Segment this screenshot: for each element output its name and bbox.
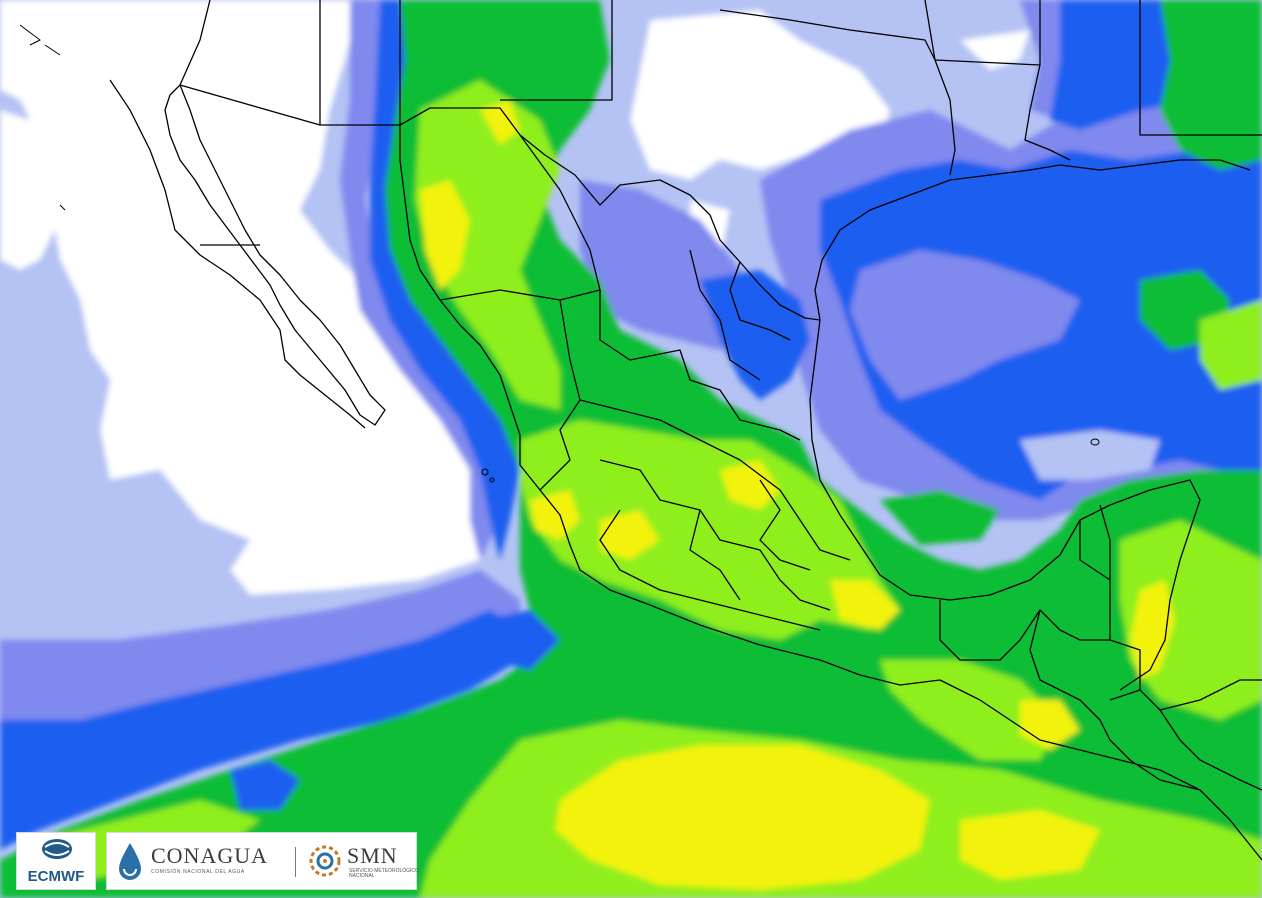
blue-pacific-band bbox=[0, 610, 520, 850]
gulf-coast bbox=[809, 319, 1201, 691]
yellow-central-1 bbox=[530, 490, 580, 540]
ecmwf-label: ECMWF bbox=[27, 868, 85, 885]
smn-label: SMN bbox=[347, 843, 398, 868]
baja-coast bbox=[164, 84, 386, 426]
pacific-coast-mainland bbox=[399, 125, 1262, 861]
us-mexico-border bbox=[179, 84, 821, 321]
white-region-north bbox=[960, 30, 1030, 70]
ecmwf-emblem-icon bbox=[42, 839, 72, 859]
blue-gulf-inner-lavender bbox=[850, 250, 1080, 400]
lightgreen-sierra-west bbox=[415, 80, 560, 410]
blue-northeast-mexico bbox=[700, 270, 810, 400]
island-revillagigedo-2 bbox=[489, 477, 495, 483]
yellow-east-coast bbox=[830, 580, 900, 630]
yellow-central-2 bbox=[600, 510, 660, 560]
lightgreen-caribbean bbox=[1200, 300, 1262, 390]
smn-emblem-icon bbox=[309, 845, 341, 877]
yellow-central-3 bbox=[720, 460, 780, 510]
texas-coast bbox=[814, 159, 1251, 321]
us-state-lines bbox=[179, 0, 1262, 176]
ecmwf-logo: ECMWF bbox=[16, 832, 96, 890]
logo-divider bbox=[295, 847, 296, 877]
white-region-pacific bbox=[0, 0, 500, 595]
island-gulf bbox=[1090, 438, 1100, 446]
conagua-drop-icon bbox=[119, 843, 141, 880]
blue-island-2 bbox=[480, 610, 560, 670]
smn-subtitle: SERVICIO METEOROLÓGICO NACIONAL bbox=[349, 868, 419, 879]
white-region-texas bbox=[630, 10, 890, 180]
blue-gulf-pale-patch bbox=[1020, 430, 1160, 480]
yellow-pacific-south-big bbox=[555, 745, 930, 890]
white-region-west-open bbox=[0, 110, 60, 270]
conagua-label: CONAGUA bbox=[151, 843, 268, 868]
boundaries bbox=[109, 0, 1262, 861]
central-america-borders bbox=[1109, 639, 1262, 791]
mexico-state-lines bbox=[200, 134, 1262, 791]
green-gulf-patch-2 bbox=[880, 490, 1000, 545]
yellow-pacific-south-east bbox=[960, 810, 1100, 880]
yellow-belize bbox=[1130, 580, 1175, 680]
yellow-guatemala bbox=[1020, 700, 1080, 750]
blue-west-mexico-band bbox=[370, 0, 520, 560]
yellow-sierra-north-2 bbox=[480, 100, 520, 145]
conagua-smn-logo: CONAGUA COMISIÓN NACIONAL DEL AGUA SMN S… bbox=[106, 832, 419, 890]
lightgreen-isthmus bbox=[880, 660, 1060, 760]
blue-island-1 bbox=[230, 760, 300, 810]
islands bbox=[19, 24, 1100, 483]
island-revillagigedo bbox=[481, 468, 489, 476]
lightgreen-central-mexico bbox=[520, 420, 900, 640]
yellow-sierra-north bbox=[420, 180, 470, 290]
baja-west-coast bbox=[109, 79, 366, 429]
conagua-subtitle: COMISIÓN NACIONAL DEL AGUA bbox=[151, 869, 245, 875]
green-north-us-patch bbox=[1160, 0, 1262, 170]
island-coast-bits bbox=[19, 24, 66, 211]
